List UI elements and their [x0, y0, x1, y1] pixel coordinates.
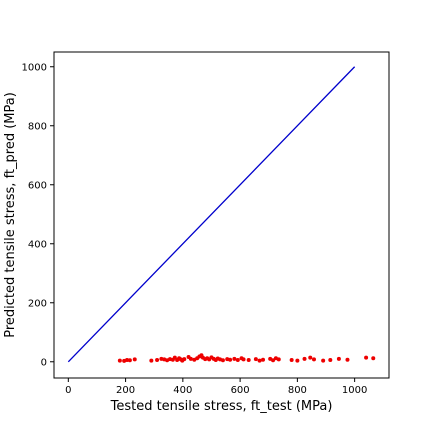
scatter-point	[149, 358, 154, 363]
scatter-point	[117, 358, 122, 363]
scatter-point	[295, 358, 300, 363]
scatter-point	[321, 358, 326, 363]
scatter-point	[182, 357, 187, 362]
x-tick-label: 800	[288, 385, 307, 396]
scatter-point	[253, 357, 258, 362]
scatter-point	[364, 355, 369, 360]
scatter-point	[308, 355, 313, 360]
scatter-point	[188, 356, 193, 361]
y-tick-label: 0	[41, 357, 47, 368]
scatter-point	[228, 357, 233, 362]
y-tick-label: 200	[28, 298, 47, 309]
x-axis-ticks: 0 200 400 600 800 1000	[65, 378, 367, 396]
scatter-point	[235, 358, 240, 363]
scatter-point	[328, 358, 333, 363]
scatter-point	[155, 358, 160, 363]
plot-area	[67, 66, 376, 363]
y-tick-label: 800	[28, 121, 47, 132]
scatter-point	[276, 357, 281, 362]
y-tick-label: 400	[28, 239, 47, 250]
scatter-point	[132, 357, 137, 362]
scatter-point	[336, 356, 341, 361]
scatter-point	[302, 356, 307, 361]
x-tick-label: 1000	[342, 385, 367, 396]
y-axis-ticks: 0 200 400 600 800 1000	[22, 62, 54, 368]
scatter-point	[271, 358, 276, 363]
scatter-point	[289, 358, 294, 363]
scatter-point	[257, 358, 262, 363]
x-tick-label: 400	[173, 385, 192, 396]
x-tick-label: 0	[65, 385, 71, 396]
y-tick-label: 1000	[22, 62, 47, 73]
x-tick-label: 600	[231, 385, 250, 396]
scatter-point	[261, 357, 266, 362]
plot-frame	[53, 51, 390, 379]
scatter-point	[127, 358, 132, 363]
scatter-point	[232, 356, 237, 361]
scatter-point	[311, 357, 316, 362]
scatter-point	[246, 358, 251, 363]
x-axis-label: Tested tensile stress, ft_test (MPa)	[110, 399, 333, 414]
scatter-point	[371, 356, 376, 361]
y-tick-label: 600	[28, 180, 47, 191]
y-axis-label: Predicted tensile stress, ft_pred (MPa)	[3, 92, 18, 338]
scatter-point	[220, 358, 225, 363]
scatter-point	[345, 357, 350, 362]
identity-line	[67, 66, 356, 363]
x-tick-label: 200	[116, 385, 135, 396]
scatter-point	[241, 357, 246, 362]
